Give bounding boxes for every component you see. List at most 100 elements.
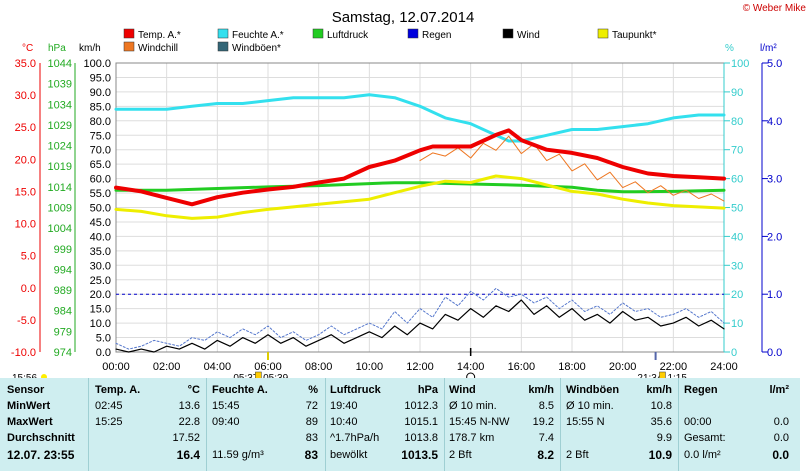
table-header-cell: % bbox=[308, 384, 318, 396]
wind-tick-label: 30.0 bbox=[90, 260, 111, 272]
wind-tick-label: 85.0 bbox=[90, 101, 111, 113]
legend-swatch bbox=[407, 28, 419, 39]
wind-tick-label: 100.0 bbox=[83, 58, 111, 70]
table-cell: 19:40 bbox=[330, 400, 358, 412]
table-cell: Durchschnitt bbox=[7, 432, 75, 444]
table-header-cell: Sensor bbox=[7, 384, 45, 396]
pressure-tick-label: 974 bbox=[54, 347, 72, 359]
table-cell: 13.6 bbox=[178, 400, 200, 412]
table-cell: 00:00 bbox=[684, 416, 712, 428]
left-time-label: 15:56 bbox=[12, 373, 37, 378]
humidity-tick-label: 20 bbox=[731, 289, 743, 301]
humidity-tick-label: 70 bbox=[731, 145, 743, 157]
table-cell: 15:25 bbox=[95, 416, 123, 428]
legend-label: Luftdruck bbox=[327, 30, 369, 41]
table-cell: bewölkt bbox=[330, 449, 368, 461]
legend-label: Regen bbox=[422, 30, 451, 41]
clock-marker bbox=[466, 372, 476, 378]
table-header-cell: l/m² bbox=[769, 384, 789, 396]
temp-tick-label: 0.0 bbox=[21, 283, 36, 295]
table-cell: Ø 10 min. bbox=[566, 400, 614, 412]
wind-tick-label: 20.0 bbox=[90, 289, 111, 301]
legend-swatch bbox=[123, 41, 135, 52]
pressure-tick-label: 1044 bbox=[48, 58, 72, 70]
table-cell: 15:55 N bbox=[566, 416, 605, 428]
table-cell: 17.52 bbox=[172, 432, 200, 444]
wind-tick-label: 5.0 bbox=[96, 333, 111, 345]
legend-swatch bbox=[597, 28, 609, 39]
table-cell: 8.5 bbox=[538, 400, 554, 412]
humidity-tick-label: 80 bbox=[731, 116, 743, 128]
sunset-label: 21:34 bbox=[637, 373, 662, 378]
legend-label: Temp. A.* bbox=[138, 30, 181, 41]
x-tick-label: 14:00 bbox=[457, 361, 485, 373]
x-tick-label: 02:00 bbox=[153, 361, 181, 373]
statistics-table: Sensor Temp. A. °C Feuchte A.% Luftdruck hPa W… bbox=[0, 378, 800, 471]
table-cell: MinWert bbox=[7, 400, 51, 412]
pressure-tick-label: 1039 bbox=[48, 79, 72, 91]
table-cell: Ø 10 min. bbox=[449, 400, 497, 412]
x-tick-label: 18:00 bbox=[558, 361, 586, 373]
sunrise-marker bbox=[255, 371, 262, 378]
humidity-tick-label: 100 bbox=[731, 58, 749, 70]
table-header-cell: Windböen bbox=[566, 384, 620, 396]
pressure-tick-label: 1014 bbox=[48, 182, 72, 194]
table-cell: 10.9 bbox=[648, 448, 672, 462]
wind-tick-label: 15.0 bbox=[90, 304, 111, 316]
legend-swatch bbox=[312, 28, 324, 39]
table-cell: 0.0 bbox=[773, 416, 789, 428]
legend-swatch bbox=[217, 41, 229, 52]
temp-tick-label: 5.0 bbox=[21, 251, 36, 263]
table-header-cell: Temp. A. bbox=[95, 384, 141, 396]
wind-tick-label: 75.0 bbox=[90, 130, 111, 142]
wind-tick-label: 65.0 bbox=[90, 159, 111, 171]
table-cell: MaxWert bbox=[7, 416, 53, 428]
temp-tick-label: 35.0 bbox=[15, 58, 36, 70]
x-tick-label: 24:00 bbox=[710, 361, 738, 373]
table-cell: 2 Bft bbox=[449, 449, 472, 461]
wind-tick-label: 0.0 bbox=[96, 347, 111, 359]
wind-tick-label: 40.0 bbox=[90, 231, 111, 243]
wind-tick-label: 95.0 bbox=[90, 72, 111, 84]
table-cell: 22.8 bbox=[178, 416, 200, 428]
table-cell: 9.9 bbox=[656, 432, 672, 444]
wind-tick-label: 10.0 bbox=[90, 318, 111, 330]
x-tick-label: 12:00 bbox=[406, 361, 434, 373]
series-line-tempa bbox=[114, 128, 726, 207]
table-cell: 1012.3 bbox=[404, 400, 438, 412]
table-cell: 1015.1 bbox=[404, 416, 438, 428]
humidity-tick-label: 60 bbox=[731, 174, 743, 186]
series-line-windchill bbox=[419, 135, 725, 202]
table-cell: 12.07. 23:55 bbox=[7, 448, 75, 462]
x-tick-label: 22:00 bbox=[660, 361, 688, 373]
x-tick-label: 20:00 bbox=[609, 361, 637, 373]
table-cell: 83 bbox=[305, 432, 318, 444]
table-cell: 8.2 bbox=[537, 448, 554, 462]
table-cell: 15:45 N-NW bbox=[449, 416, 510, 428]
pressure-tick-label: 989 bbox=[54, 285, 72, 297]
wind-tick-label: 25.0 bbox=[90, 275, 111, 287]
table-divider bbox=[325, 378, 326, 471]
table-cell: 19.2 bbox=[532, 416, 554, 428]
x-tick-label: 16:00 bbox=[508, 361, 536, 373]
legend-swatch bbox=[217, 28, 229, 39]
table-divider bbox=[206, 378, 207, 471]
table-header-cell: Feuchte A. bbox=[212, 384, 268, 396]
table-divider bbox=[88, 378, 89, 471]
sunrise-label-2: 05:39 bbox=[263, 373, 288, 378]
series-line-taupunkt bbox=[114, 174, 726, 220]
chart-credit: © Weber Mike bbox=[743, 3, 807, 14]
rain-tick-label: 4.0 bbox=[767, 116, 782, 128]
chart-title: Samstag, 12.07.2014 bbox=[332, 9, 475, 26]
pressure-tick-label: 984 bbox=[54, 306, 72, 318]
legend-label: Taupunkt* bbox=[612, 30, 657, 41]
temp-tick-label: 25.0 bbox=[15, 122, 36, 134]
legend-label: Windböen* bbox=[232, 43, 281, 54]
wind-tick-label: 90.0 bbox=[90, 87, 111, 99]
table-cell: 0.0 bbox=[773, 432, 789, 444]
sunset-marker bbox=[659, 371, 666, 378]
legend-label: Feuchte A.* bbox=[232, 30, 284, 41]
series-line-luftdruck bbox=[114, 181, 726, 194]
x-tick-label: 06:00 bbox=[254, 361, 282, 373]
table-cell: 72 bbox=[305, 400, 318, 412]
